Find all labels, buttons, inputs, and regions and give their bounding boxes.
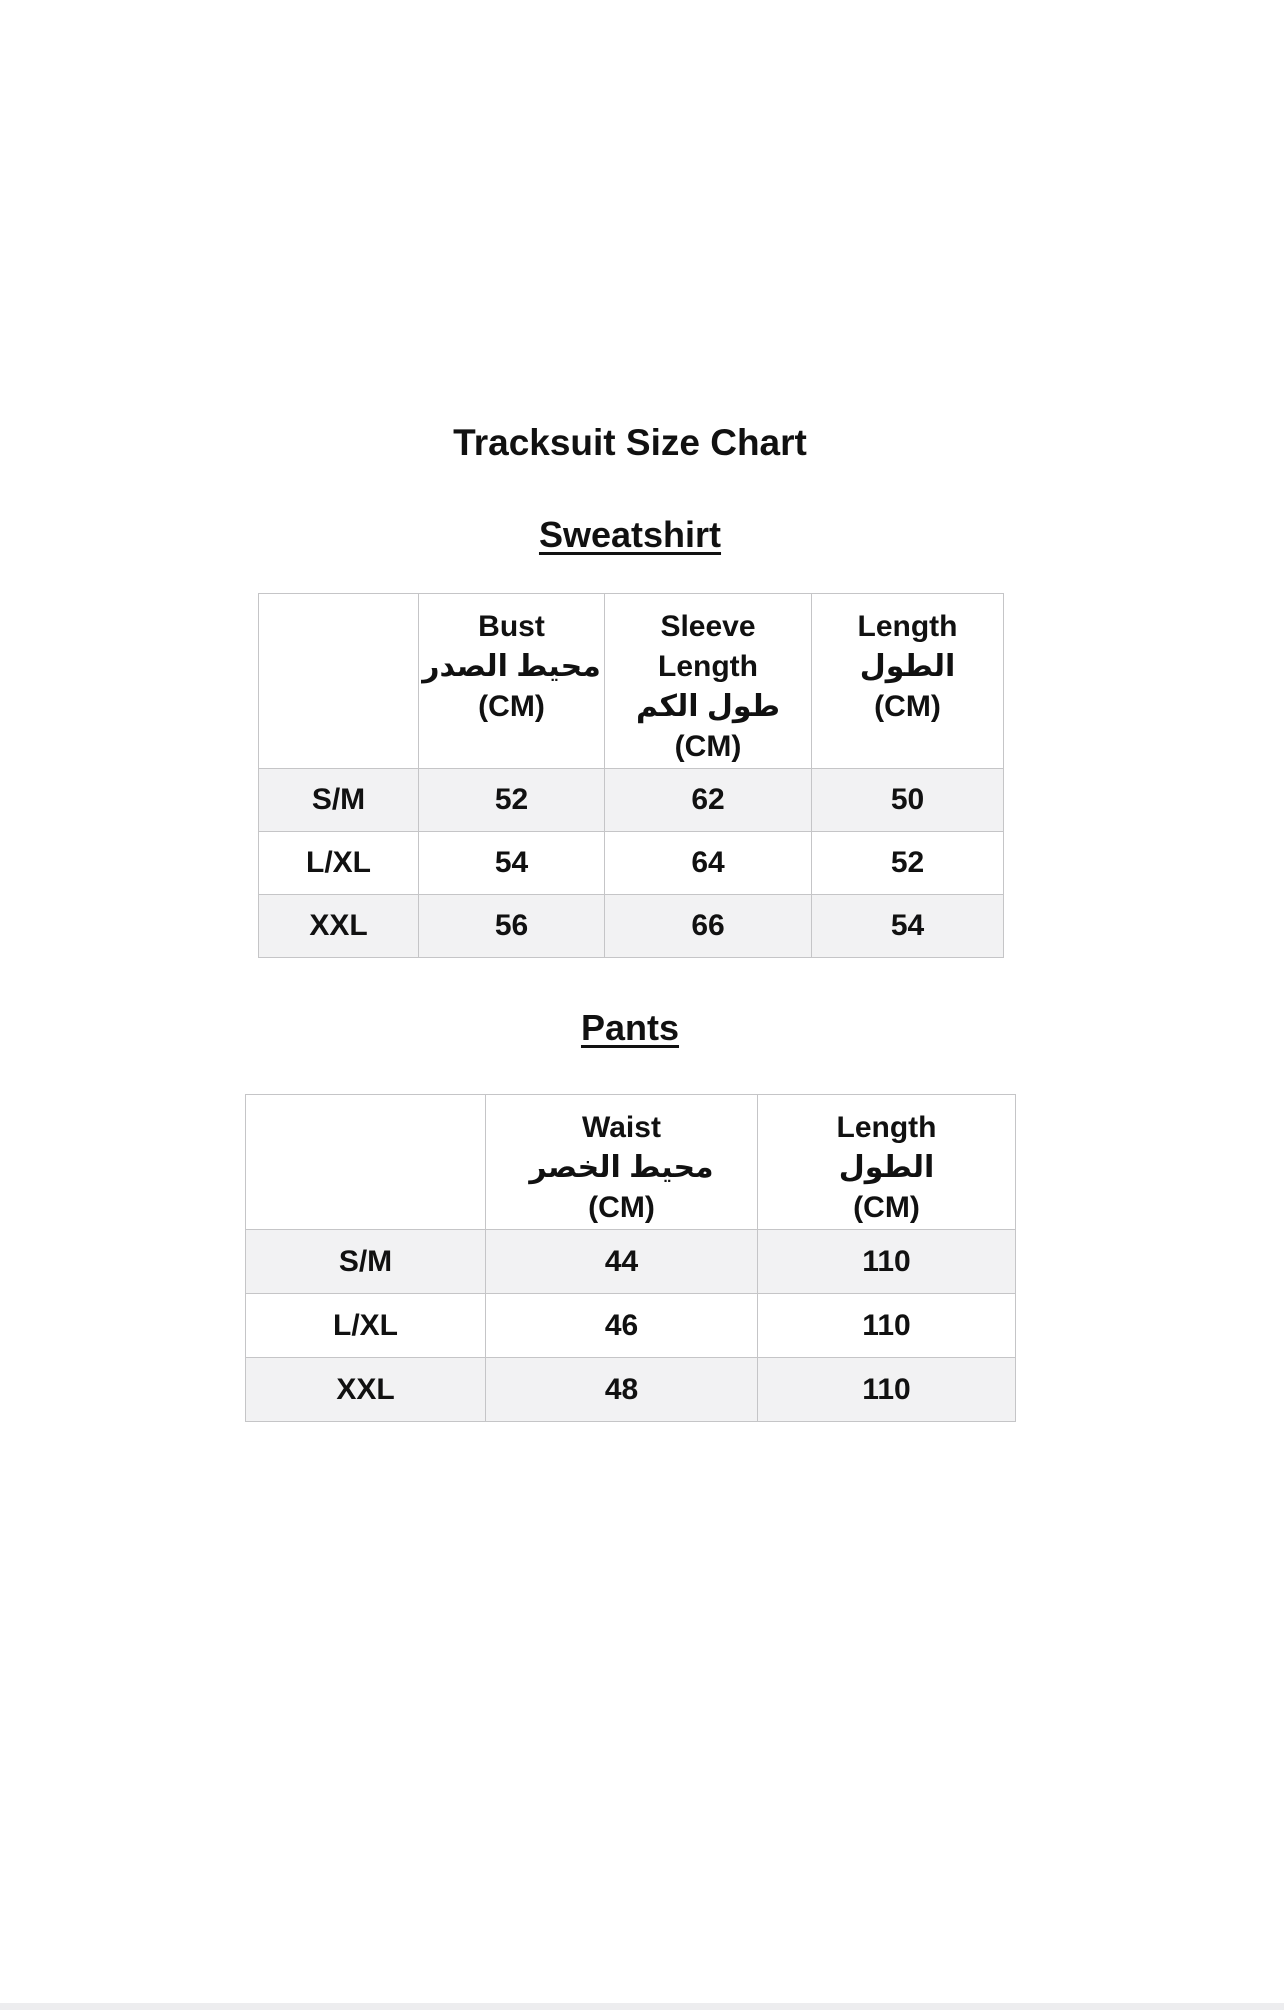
pants-header-row: Waist محيط الخصر (CM) Length الطول (CM) [245, 1094, 1016, 1230]
pants-lxl-size-label: L/XL [245, 1293, 486, 1358]
waist-unit-label: (CM) [588, 1191, 655, 1224]
section-heading-sweatshirt: Sweatshirt [538, 514, 722, 555]
sweatshirt-sm-bust-value: 52 [418, 768, 605, 832]
pants-lxl-length-value: 110 [757, 1293, 1016, 1358]
sleeve-length-unit-label: (CM) [674, 730, 742, 763]
sleeve-length-label-ar: طول الكم [636, 690, 780, 723]
sweatshirt-xxl-length-value: 54 [811, 894, 1004, 958]
waist-label-ar: محيط الخصر [529, 1151, 714, 1184]
sweatshirt-lxl-size-label: L/XL [258, 831, 419, 895]
length-unit-label: (CM) [874, 690, 941, 723]
sweatshirt-sm-size-label: S/M [258, 768, 419, 832]
sweatshirt-header-sleeve-length: Sleeve Length طول الكم (CM) [604, 593, 812, 769]
pants-xxl-length-value: 110 [757, 1357, 1016, 1422]
pants-size-table: Waist محيط الخصر (CM) Length الطول (CM) … [245, 1094, 1016, 1422]
section-heading-pants: Pants [580, 1007, 680, 1048]
page-title: Tracksuit Size Chart [453, 422, 807, 463]
bust-label-en: Bust [478, 610, 545, 643]
pants-length-label-ar: الطول [838, 1151, 935, 1184]
pants-sm-waist-value: 44 [485, 1229, 758, 1294]
sweatshirt-lxl-length-value: 52 [811, 831, 1004, 895]
pants-lxl-waist-value: 46 [485, 1293, 758, 1358]
sweatshirt-size-column-empty-header [258, 593, 419, 769]
sweatshirt-header-row: Bust محيط الصدر (CM) Sleeve Length طول ا… [258, 593, 1004, 769]
sweatshirt-size-table: Bust محيط الصدر (CM) Sleeve Length طول ا… [258, 593, 1004, 958]
pants-length-unit-label: (CM) [853, 1191, 920, 1224]
sweatshirt-row-xxl: XXL 56 66 54 [258, 894, 1004, 958]
pants-length-label-en: Length [836, 1111, 937, 1144]
pants-xxl-waist-value: 48 [485, 1357, 758, 1422]
sweatshirt-sm-length-value: 50 [811, 768, 1004, 832]
sweatshirt-sm-sleeve-value: 62 [604, 768, 812, 832]
pants-header-waist: Waist محيط الخصر (CM) [485, 1094, 758, 1230]
pants-row-sm: S/M 44 110 [245, 1229, 1016, 1294]
pants-size-column-empty-header [245, 1094, 486, 1230]
sweatshirt-row-sm: S/M 52 62 50 [258, 768, 1004, 832]
length-label-ar: الطول [859, 650, 956, 683]
sweatshirt-header-bust: Bust محيط الصدر (CM) [418, 593, 605, 769]
bust-unit-label: (CM) [478, 690, 545, 723]
pants-xxl-size-label: XXL [245, 1357, 486, 1422]
pants-row-lxl: L/XL 46 110 [245, 1293, 1016, 1358]
sweatshirt-xxl-bust-value: 56 [418, 894, 605, 958]
sweatshirt-xxl-sleeve-value: 66 [604, 894, 812, 958]
sweatshirt-header-length: Length الطول (CM) [811, 593, 1004, 769]
sleeve-length-label-en: Sleeve Length [658, 610, 758, 683]
pants-sm-length-value: 110 [757, 1229, 1016, 1294]
sweatshirt-row-lxl: L/XL 54 64 52 [258, 831, 1004, 895]
pants-header-length: Length الطول (CM) [757, 1094, 1016, 1230]
sweatshirt-lxl-sleeve-value: 64 [604, 831, 812, 895]
pants-row-xxl: XXL 48 110 [245, 1357, 1016, 1422]
length-label-en: Length [857, 610, 958, 643]
sweatshirt-xxl-size-label: XXL [258, 894, 419, 958]
bust-label-ar: محيط الصدر [422, 650, 601, 683]
waist-label-en: Waist [582, 1111, 661, 1144]
pants-sm-size-label: S/M [245, 1229, 486, 1294]
sweatshirt-lxl-bust-value: 54 [418, 831, 605, 895]
bottom-page-edge-strip [0, 2003, 1284, 2010]
